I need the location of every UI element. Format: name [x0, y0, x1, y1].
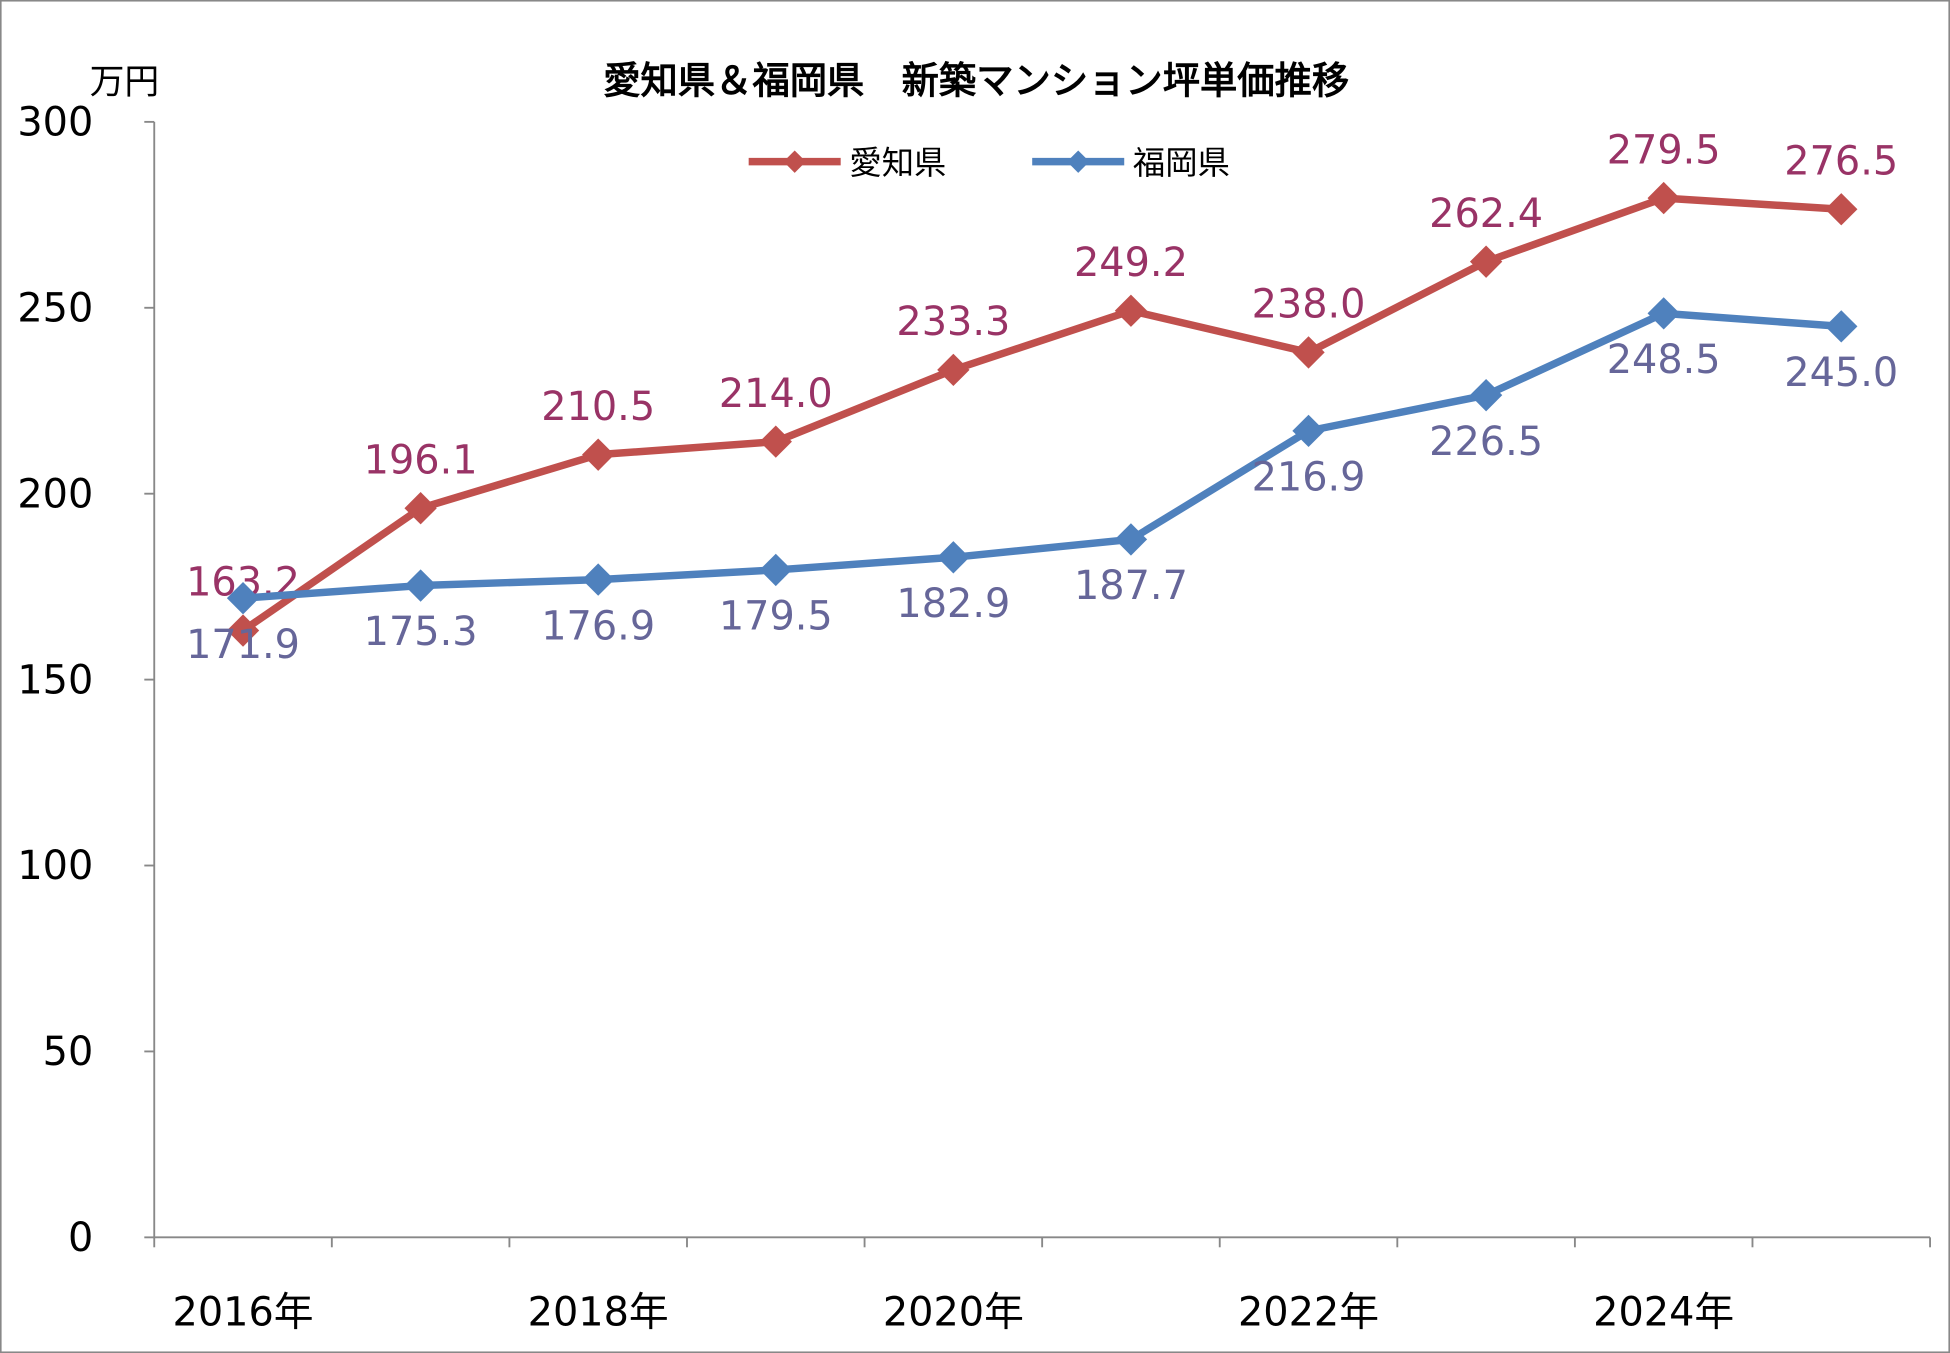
data-point [759, 425, 792, 458]
x-tick-label: 2016年 [173, 1290, 314, 1336]
data-point [582, 563, 615, 596]
data-point [937, 353, 970, 387]
data-point [404, 569, 437, 602]
chart-title: 愛知県＆福岡県 新築マンション坪単価推移 [603, 58, 1349, 102]
legend-item-aichi: 愛知県 [748, 144, 946, 182]
data-point [1114, 523, 1148, 556]
y-tick-label: 300 [17, 100, 93, 146]
data-point [1825, 310, 1858, 343]
data-label: 176.9 [541, 603, 655, 649]
legend-marker-icon [783, 150, 806, 173]
legend-label: 福岡県 [1133, 144, 1230, 182]
data-label: 248.5 [1607, 337, 1721, 383]
series-fukuoka: 171.9 175.3 176.9 179.5 182.9 187.7 216.9 226.5… [186, 297, 1898, 668]
data-point [404, 492, 437, 525]
y-tick-label: 150 [17, 657, 93, 703]
y-tick-label: 100 [17, 843, 93, 889]
data-point [1647, 297, 1680, 330]
series-line [242, 309, 1842, 602]
y-tick-label: 200 [17, 471, 93, 517]
data-label: 171.9 [186, 622, 300, 668]
data-label: 233.3 [896, 299, 1010, 345]
x-tick-label: 2022年 [1238, 1290, 1379, 1336]
data-label: 279.5 [1607, 127, 1721, 173]
data-label: 182.9 [896, 581, 1010, 627]
data-point [937, 541, 970, 574]
data-label: 179.5 [719, 594, 833, 640]
y-tick-label: 0 [68, 1215, 93, 1261]
legend-label: 愛知県 [849, 144, 946, 182]
data-label: 196.1 [364, 437, 478, 483]
y-tick-label: 50 [43, 1029, 94, 1075]
y-tick-label: 250 [17, 285, 93, 331]
data-label: 262.4 [1429, 191, 1543, 237]
data-point [759, 553, 792, 587]
data-point [226, 582, 260, 615]
data-point [1825, 193, 1858, 226]
data-label: 214.0 [719, 371, 833, 417]
x-tick-label: 2024年 [1593, 1290, 1734, 1336]
legend-marker-icon [1067, 150, 1090, 173]
series-line [240, 194, 1842, 634]
data-label: 210.5 [541, 384, 655, 430]
data-point [226, 614, 260, 647]
y-axis-unit: 万円 [90, 62, 160, 102]
data-label: 216.9 [1252, 455, 1366, 501]
data-label: 175.3 [364, 609, 478, 655]
legend-item-fukuoka: 福岡県 [1032, 144, 1230, 182]
data-point [1114, 294, 1148, 327]
data-label: 187.7 [1074, 563, 1188, 609]
data-point [582, 438, 615, 471]
data-label: 238.0 [1252, 282, 1366, 328]
data-label: 245.0 [1784, 350, 1898, 396]
data-label: 226.5 [1429, 419, 1543, 465]
data-label: 276.5 [1784, 138, 1898, 184]
data-label: 249.2 [1074, 240, 1188, 286]
x-tick-label: 2020年 [883, 1290, 1024, 1336]
x-tick-label: 2018年 [528, 1290, 669, 1336]
